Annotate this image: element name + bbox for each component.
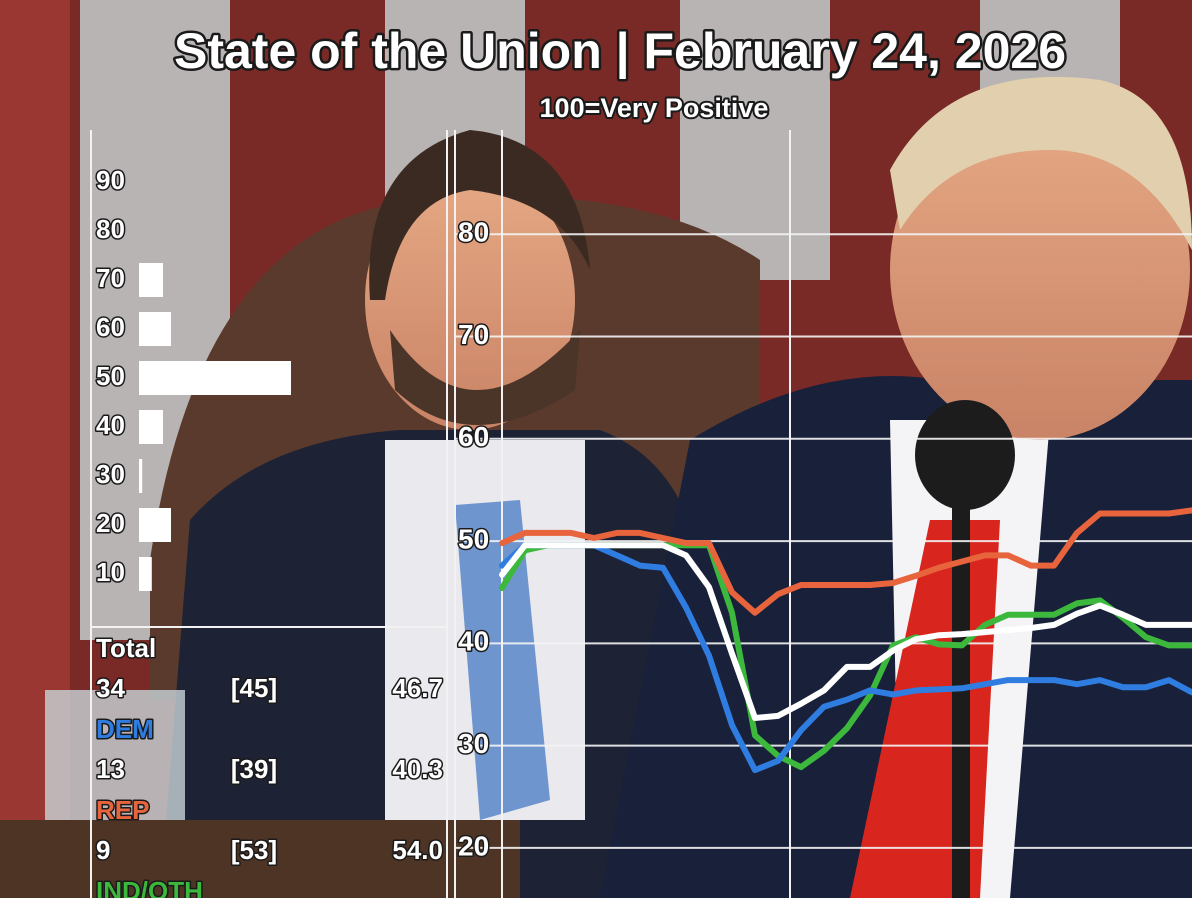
score-table: Total 34 [45] 46.7 DEM 13 [39] 40.3 REP 9 [53] 54.0… bbox=[95, 631, 445, 898]
y-tick-label: 60 bbox=[458, 421, 489, 452]
group-label: IND/OTH bbox=[96, 876, 203, 898]
y-tick-label: 40 bbox=[458, 626, 489, 657]
group-label: REP bbox=[96, 795, 149, 825]
group-label: DEM bbox=[96, 714, 154, 744]
bin-label: 80 bbox=[96, 214, 125, 244]
score: 54.0 bbox=[392, 835, 443, 865]
series-line bbox=[499, 507, 1192, 616]
bin-label: 10 bbox=[96, 557, 125, 587]
count: 13 bbox=[96, 754, 125, 784]
bar bbox=[139, 459, 143, 493]
histogram: 90 80 70 60 50 40 30 20 10 bbox=[95, 163, 291, 591]
lines bbox=[499, 507, 1192, 774]
y-tick-label: 80 bbox=[458, 217, 489, 248]
group-label: Total bbox=[96, 633, 156, 663]
panel-frame bbox=[90, 130, 791, 898]
bin-label: 40 bbox=[96, 410, 125, 440]
chart-title: State of the Union | February 24, 2026 bbox=[174, 23, 1066, 80]
y-tick-label: 50 bbox=[458, 523, 489, 554]
bin-label: 70 bbox=[96, 263, 125, 293]
series-line bbox=[499, 542, 1192, 774]
bracket: [39] bbox=[231, 754, 277, 784]
bar bbox=[139, 410, 163, 444]
bin-label: 90 bbox=[96, 165, 125, 195]
chart-subtitle: 100=Very Positive bbox=[540, 93, 769, 123]
y-tick-label: 70 bbox=[458, 319, 489, 350]
bar bbox=[139, 557, 152, 591]
grid bbox=[455, 233, 1192, 849]
score: 46.7 bbox=[392, 673, 443, 703]
bin-label: 20 bbox=[96, 508, 125, 538]
y-tick-label: 20 bbox=[458, 830, 489, 861]
bin-label: 30 bbox=[96, 459, 125, 489]
y-axis: 20 30 40 50 60 70 80 bbox=[457, 215, 491, 863]
bar bbox=[139, 361, 291, 395]
bin-label: 60 bbox=[96, 312, 125, 342]
count: 9 bbox=[96, 835, 110, 865]
bracket: [53] bbox=[231, 835, 277, 865]
bar bbox=[139, 508, 171, 542]
count: 34 bbox=[96, 673, 125, 703]
bracket: [45] bbox=[231, 673, 277, 703]
bin-label: 50 bbox=[96, 361, 125, 391]
series-line bbox=[499, 542, 1192, 721]
score: 40.3 bbox=[392, 754, 443, 784]
y-tick-label: 30 bbox=[458, 728, 489, 759]
bar bbox=[139, 312, 171, 346]
bar bbox=[139, 263, 163, 297]
